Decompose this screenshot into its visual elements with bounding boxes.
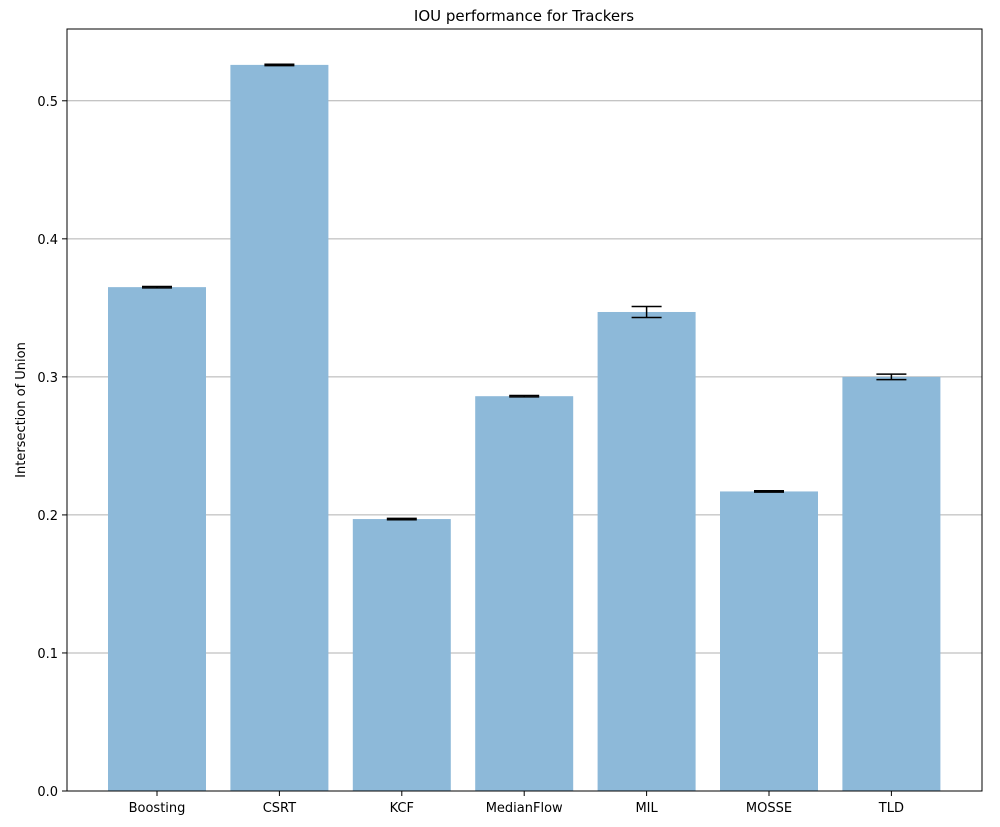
bar-mil	[597, 311, 696, 791]
error-bar-boosting	[142, 285, 172, 289]
error-bar-kcf	[386, 517, 417, 521]
y-tick-label: 0.2	[37, 509, 58, 524]
error-bar-mil	[631, 305, 662, 319]
x-tick-label: KCF	[390, 801, 414, 816]
y-tick-label: 0.1	[37, 647, 58, 662]
y-tick-label: 0.4	[37, 233, 58, 248]
bar-mosse	[720, 491, 818, 791]
error-bar-csrt	[264, 63, 295, 67]
x-axis-ticks: Boosting CSRT KCF MedianFlow MIL MOSSE TLD	[129, 791, 904, 816]
bar-medianflow	[475, 396, 574, 791]
y-axis-label: Intersection of Union	[14, 342, 29, 478]
bar-boosting	[108, 287, 206, 791]
error-bar-tld	[876, 373, 907, 381]
error-bars	[142, 63, 907, 521]
bar-kcf	[352, 519, 451, 791]
x-tick-label: CSRT	[263, 801, 296, 816]
error-bar-mosse	[754, 490, 784, 493]
y-tick-label: 0.0	[37, 785, 58, 800]
error-bar-medianflow	[509, 394, 540, 398]
chart-title: IOU performance for Trackers	[414, 7, 634, 25]
x-tick-label: Boosting	[129, 801, 186, 816]
bar-csrt	[230, 64, 329, 792]
bars	[108, 64, 941, 792]
y-tick-label: 0.3	[37, 371, 58, 386]
x-tick-label: MedianFlow	[486, 801, 563, 816]
x-tick-label: TLD	[878, 801, 904, 816]
y-axis-ticks: 0.0 0.1 0.2 0.3 0.4 0.5	[37, 95, 67, 800]
x-tick-label: MIL	[635, 801, 658, 816]
x-tick-label: MOSSE	[746, 801, 792, 816]
bar-tld	[842, 376, 941, 791]
y-tick-label: 0.5	[37, 95, 58, 110]
